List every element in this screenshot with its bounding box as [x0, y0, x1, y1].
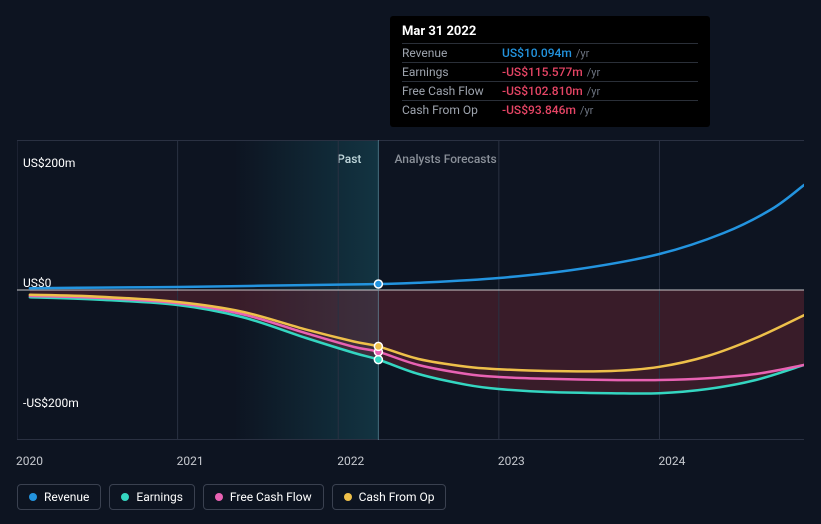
tooltip-metric-suffix: /yr	[587, 85, 600, 98]
x-axis-label: 2022	[337, 454, 364, 468]
tooltip-metric-label: Earnings	[402, 65, 502, 79]
tooltip-row: Cash From Op-US$93.846m/yr	[402, 100, 698, 119]
legend-item-fcf[interactable]: Free Cash Flow	[203, 484, 324, 510]
tooltip-metric-value: -US$115.577m	[502, 65, 583, 79]
x-axis-label: 2023	[498, 454, 525, 468]
tooltip-metric-suffix: /yr	[576, 47, 589, 60]
tooltip-metric-label: Revenue	[402, 46, 502, 60]
series-line-revenue	[30, 185, 804, 288]
legend-item-cashop[interactable]: Cash From Op	[332, 484, 447, 510]
legend-dot-icon	[344, 493, 352, 501]
chart-plot[interactable]	[17, 140, 804, 440]
cursor-marker-revenue	[374, 280, 382, 288]
tooltip-metric-suffix: /yr	[587, 66, 600, 79]
tooltip-row: RevenueUS$10.094m/yr	[402, 43, 698, 62]
tooltip-metric-value: -US$102.810m	[502, 84, 583, 98]
legend-label: Earnings	[136, 490, 183, 504]
tooltip-date: Mar 31 2022	[402, 24, 698, 39]
legend-label: Revenue	[44, 490, 89, 504]
financial-forecast-chart: Mar 31 2022 RevenueUS$10.094m/yrEarnings…	[0, 0, 821, 524]
chart-tooltip: Mar 31 2022 RevenueUS$10.094m/yrEarnings…	[390, 16, 710, 127]
chart-legend: Revenue Earnings Free Cash Flow Cash From O…	[17, 484, 446, 510]
legend-dot-icon	[121, 493, 129, 501]
tooltip-metric-label: Free Cash Flow	[402, 84, 502, 98]
x-axis-label: 2020	[16, 454, 43, 468]
legend-label: Free Cash Flow	[230, 490, 312, 504]
legend-dot-icon	[29, 493, 37, 501]
cursor-marker-earnings	[374, 356, 382, 364]
legend-item-revenue[interactable]: Revenue	[17, 484, 101, 510]
tooltip-metric-value: US$10.094m	[502, 46, 572, 60]
x-axis-label: 2021	[177, 454, 204, 468]
legend-item-earnings[interactable]: Earnings	[109, 484, 195, 510]
tooltip-metric-label: Cash From Op	[402, 103, 502, 117]
x-axis-label: 2024	[658, 454, 685, 468]
tooltip-metric-value: -US$93.846m	[502, 103, 576, 117]
legend-label: Cash From Op	[359, 490, 435, 504]
tooltip-row: Free Cash Flow-US$102.810m/yr	[402, 81, 698, 100]
tooltip-row: Earnings-US$115.577m/yr	[402, 62, 698, 81]
cursor-marker-cashop	[374, 342, 382, 350]
tooltip-metric-suffix: /yr	[580, 104, 593, 117]
legend-dot-icon	[215, 493, 223, 501]
